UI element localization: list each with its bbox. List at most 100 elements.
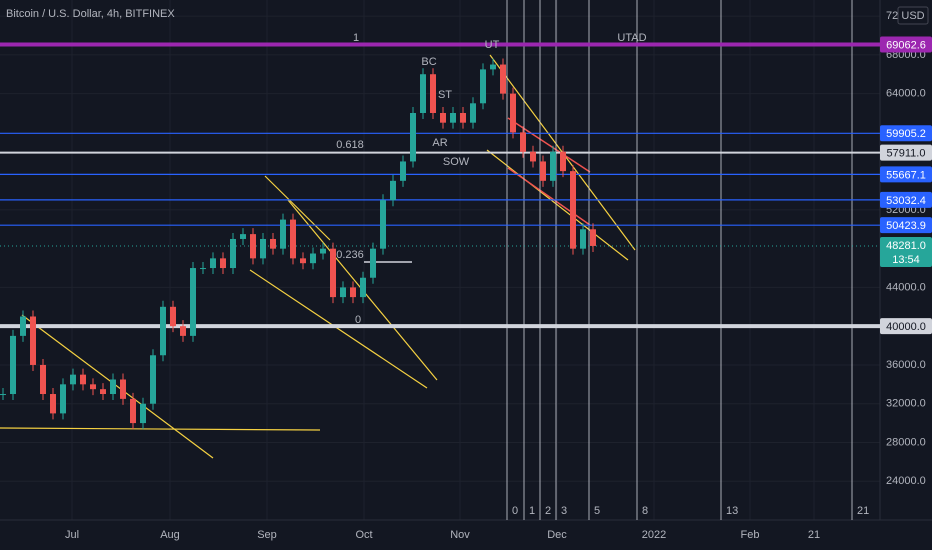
x-tick-label: Feb: [741, 529, 760, 541]
x-tick-label: 21: [808, 529, 820, 541]
price-label-box: [880, 125, 932, 142]
time-zone-label: 3: [561, 505, 567, 517]
candle: [230, 238, 236, 269]
time-zone-label: 0: [512, 505, 518, 517]
candle: [180, 326, 186, 336]
y-tick-label: 64000.0: [886, 88, 926, 100]
candle: [500, 64, 506, 94]
candle: [480, 69, 486, 104]
candle: [360, 277, 366, 298]
candle: [80, 374, 86, 385]
candle: [290, 219, 296, 259]
y-tick-label: 24000.0: [886, 475, 926, 487]
candle: [10, 335, 16, 395]
candle: [250, 234, 256, 259]
y-tick-label: 36000.0: [886, 359, 926, 371]
candle: [370, 248, 376, 278]
x-tick-label: Aug: [160, 529, 180, 541]
price-label: 53032.4: [886, 195, 926, 207]
annotation: BC: [421, 56, 436, 68]
candle: [130, 398, 136, 424]
time-zone-label: 1: [529, 505, 535, 517]
y-tick-label: 28000.0: [886, 436, 926, 448]
candle: [150, 355, 156, 404]
price-label-box: [880, 217, 932, 234]
annotation: 1: [353, 32, 359, 44]
price-label: 57911.0: [887, 148, 926, 160]
candle: [30, 316, 36, 365]
price-label-box: [880, 166, 932, 183]
candle: [300, 258, 306, 264]
candle: [60, 384, 66, 414]
candle: [120, 379, 126, 399]
candle: [200, 268, 206, 270]
candle: [140, 403, 146, 424]
price-label-box: [880, 191, 932, 208]
annotation: AR: [432, 137, 447, 149]
price-label: 40000.0: [886, 321, 926, 333]
x-tick-label: Nov: [450, 529, 470, 541]
price-label-box: [880, 318, 932, 335]
candle: [430, 74, 436, 113]
x-tick-label: Oct: [355, 529, 372, 541]
price-label: 59905.2: [886, 128, 926, 140]
time-zone-label: 2: [545, 505, 551, 517]
candle: [240, 234, 246, 239]
candle: [490, 64, 496, 70]
time-zone-label: 13: [726, 505, 738, 517]
candle: [470, 103, 476, 123]
candle: [380, 200, 386, 249]
chart-title: Bitcoin / U.S. Dollar, 4h, BITFINEX: [6, 8, 175, 20]
annotation: 0.236: [336, 249, 364, 261]
x-tick-label: Jul: [65, 529, 79, 541]
grid: [0, 0, 880, 520]
candle: [570, 171, 576, 249]
candle: [350, 287, 356, 298]
time-zone-label: 21: [857, 505, 869, 517]
candle: [400, 161, 406, 181]
annotation: ST: [438, 89, 452, 101]
candle: [330, 248, 336, 298]
annotation: 0: [355, 314, 361, 326]
candle: [110, 379, 116, 395]
candle: [100, 389, 106, 395]
y-tick-label: 32000.0: [886, 398, 926, 410]
candle: [70, 374, 76, 385]
candle: [390, 180, 396, 201]
candle: [510, 93, 516, 133]
candle: [590, 229, 596, 246]
trend-lines: [0, 54, 636, 459]
annotation: UT: [485, 39, 500, 51]
channel-lines: [507, 117, 591, 226]
candle: [560, 151, 566, 172]
x-tick-label: Dec: [547, 529, 567, 541]
y-tick-label: 44000.0: [886, 281, 926, 293]
price-label-box: [880, 236, 932, 267]
annotation: UTAD: [617, 32, 646, 44]
annotation: SOW: [443, 156, 470, 168]
candle: [450, 112, 456, 123]
candle: [20, 316, 26, 336]
price-label: 55667.1: [886, 169, 926, 181]
candle: [170, 306, 176, 327]
candle: [410, 112, 416, 162]
candle: [530, 151, 536, 162]
candle: [50, 394, 56, 414]
candle: [550, 151, 556, 181]
candle: [540, 161, 546, 181]
candle: [0, 394, 6, 396]
candle: [280, 219, 286, 249]
candle: [270, 238, 276, 249]
price-label: 69062.6: [886, 39, 926, 51]
candle: [90, 384, 96, 390]
countdown: 13:54: [892, 254, 920, 266]
x-tick-label: Sep: [257, 529, 277, 541]
candle: [440, 112, 446, 123]
candle: [160, 306, 166, 356]
candle: [190, 268, 196, 336]
currency: USD: [901, 10, 924, 22]
time-zone-label: 5: [594, 505, 600, 517]
price-label-box: [880, 144, 932, 161]
